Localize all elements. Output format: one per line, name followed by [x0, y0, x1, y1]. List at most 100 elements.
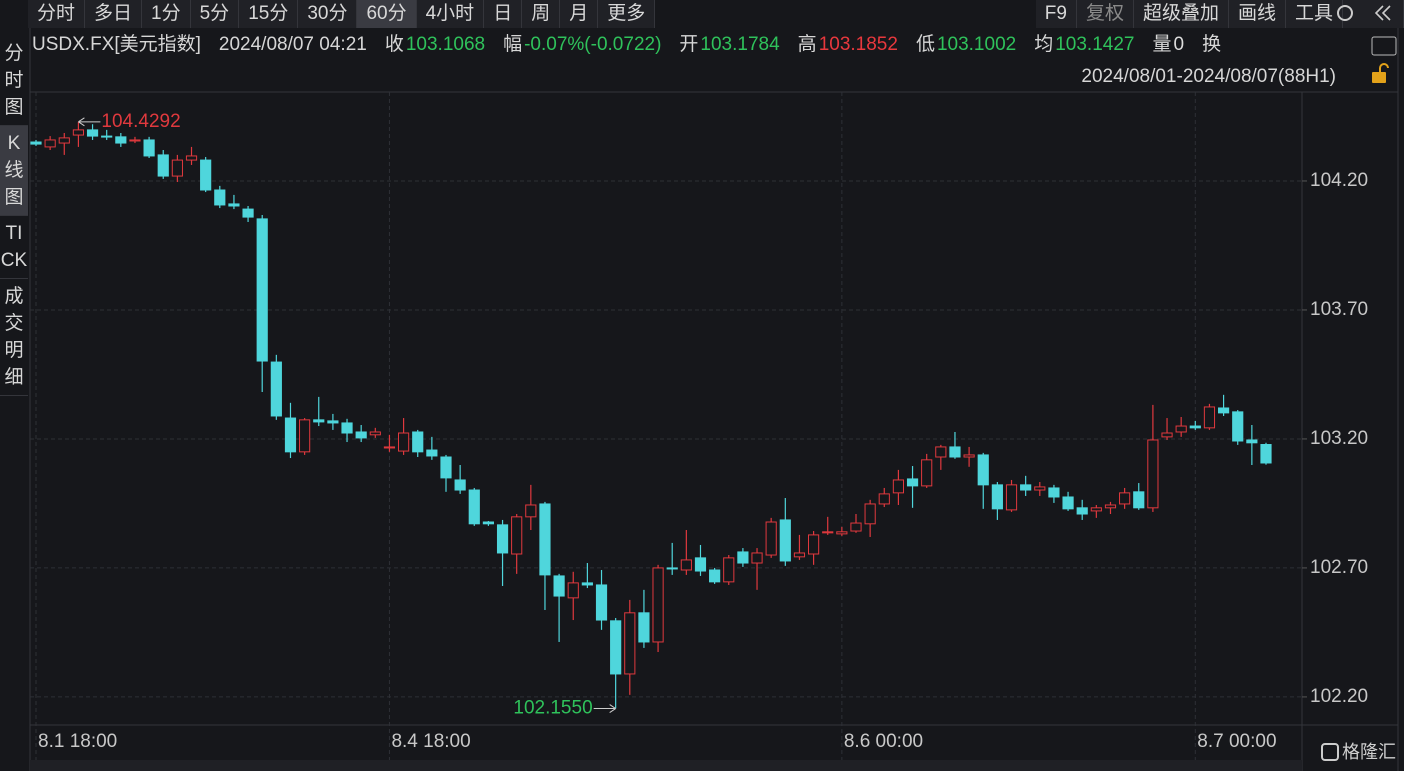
candle-body — [1189, 425, 1201, 429]
candle-body — [214, 189, 226, 206]
candle-body — [327, 420, 339, 424]
period-tab[interactable]: 更多 — [598, 0, 656, 28]
candle-body — [1119, 492, 1131, 505]
candle-body — [101, 135, 113, 138]
datetime: 2024/08/07 04:21 — [218, 34, 367, 55]
candle-body — [157, 154, 169, 177]
candle-body — [412, 431, 424, 453]
candle-body — [525, 504, 537, 518]
candle-body — [553, 575, 565, 597]
candle-body — [906, 478, 919, 487]
candle-body — [284, 417, 297, 453]
period-tab[interactable]: 周 — [522, 0, 561, 28]
gear-icon[interactable] — [1337, 5, 1353, 21]
candle-body — [1048, 487, 1060, 498]
candle-body — [270, 361, 282, 417]
candle-body — [468, 489, 480, 525]
candle-body — [1203, 406, 1216, 429]
y-tick-label: 102.70 — [1310, 557, 1368, 578]
candle-body — [878, 493, 890, 505]
symbol: USDX.FX[美元指数] — [32, 34, 201, 55]
candle-body — [892, 479, 905, 494]
y-tick-label: 102.20 — [1310, 686, 1368, 707]
candle-body — [511, 516, 523, 555]
candle-body — [440, 456, 452, 479]
candle-body — [482, 521, 495, 525]
tool-button[interactable]: F9 — [1035, 0, 1077, 28]
period-tab[interactable]: 1分 — [142, 0, 191, 28]
candle-body — [1260, 444, 1272, 464]
candle-body — [341, 422, 353, 434]
candle-body — [539, 503, 551, 576]
high-marker-arrow — [78, 117, 101, 127]
wp-icon[interactable] — [1371, 36, 1397, 56]
tool-button[interactable]: 复权 — [1076, 0, 1134, 28]
candle-body — [652, 567, 664, 643]
period-tab[interactable]: 多日 — [85, 0, 143, 28]
candle-body — [991, 484, 1003, 510]
side-tab[interactable]: K线图 — [0, 126, 28, 216]
candle-body — [143, 139, 155, 157]
candle-body — [1062, 496, 1074, 510]
period-tab[interactable]: 30分 — [298, 0, 358, 28]
field-value: 103.1002 — [936, 34, 1017, 55]
candle-body — [242, 208, 254, 218]
lock-icon[interactable] — [1372, 72, 1386, 83]
candle-body — [355, 431, 367, 439]
candle-body — [200, 159, 212, 191]
candle-body — [793, 552, 806, 558]
field-value: 103.1852 — [818, 34, 898, 55]
scrollbar[interactable] — [30, 760, 1302, 771]
candle-body — [86, 129, 99, 137]
collapse-icon[interactable] — [1374, 5, 1391, 21]
candle-body — [1104, 504, 1117, 509]
side-tab[interactable]: TICK — [0, 216, 28, 279]
side-tab[interactable]: 分时图 — [0, 36, 28, 126]
period-tab[interactable]: 60分 — [357, 0, 417, 28]
field-label: 幅 — [503, 34, 523, 55]
y-tick-label: 103.70 — [1310, 299, 1368, 320]
period-tab[interactable]: 15分 — [239, 0, 299, 28]
candle-body — [30, 141, 42, 145]
period-tab[interactable]: 5分 — [190, 0, 240, 28]
candle-body — [949, 446, 961, 458]
candle-body — [638, 612, 650, 643]
field-label: 高 — [797, 34, 817, 55]
candle-body — [1246, 439, 1258, 444]
field-value: 103.1427 — [1055, 34, 1135, 55]
candle-body — [921, 459, 933, 487]
lock-shackle — [1379, 63, 1389, 72]
candle-body — [751, 552, 763, 564]
tool-button[interactable]: 工具 — [1285, 0, 1343, 28]
candle-body — [680, 559, 692, 571]
candle-body — [779, 519, 791, 562]
candle-body — [1034, 486, 1046, 491]
candle-body — [1076, 507, 1088, 515]
field-label: 低 — [915, 34, 935, 55]
candle-body — [1005, 484, 1018, 511]
period-tab[interactable]: 分时 — [28, 0, 86, 28]
candle-body — [836, 531, 848, 535]
period-tab[interactable]: 月 — [560, 0, 599, 28]
candle-body — [723, 557, 735, 583]
candle-body — [58, 137, 70, 144]
tool-button[interactable]: 超级叠加 — [1133, 0, 1229, 28]
candle-body — [822, 531, 834, 534]
tool-button[interactable]: 画线 — [1228, 0, 1286, 28]
side-tab[interactable]: 成交明细 — [0, 279, 28, 396]
candle-body — [72, 129, 85, 136]
candle-body — [426, 449, 438, 457]
field-value: 103.1784 — [700, 34, 780, 55]
candle-body — [624, 612, 636, 675]
candle-body — [1175, 425, 1187, 433]
period-tab[interactable]: 4小时 — [416, 0, 485, 28]
candle-body — [1161, 432, 1173, 438]
candle-body — [256, 218, 268, 362]
watermark-logo — [1321, 743, 1339, 761]
field-value: 103.1068 — [405, 34, 486, 55]
field-label: 均 — [1034, 34, 1054, 55]
high-marker-label: 104.4292 — [101, 111, 180, 132]
period-tab[interactable]: 日 — [484, 0, 523, 28]
